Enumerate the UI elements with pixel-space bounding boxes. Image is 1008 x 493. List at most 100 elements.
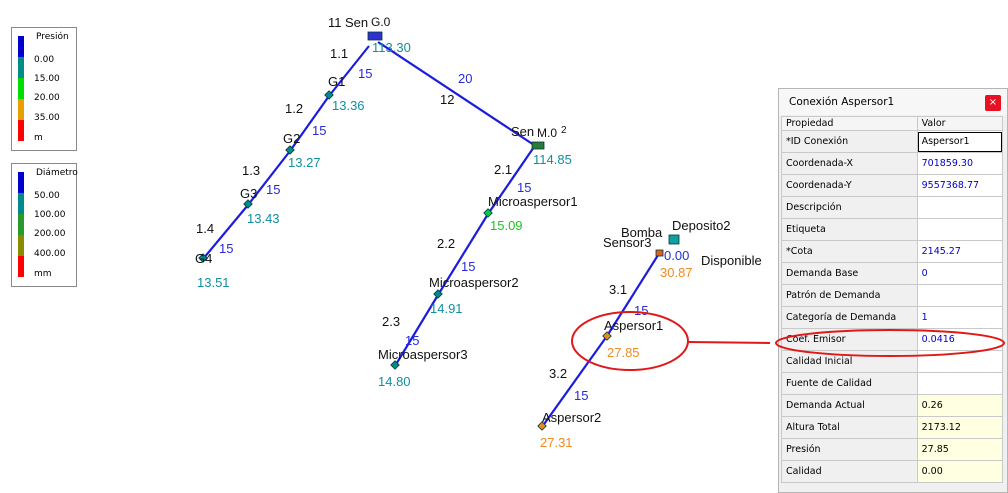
node-g3[interactable] xyxy=(243,199,253,209)
node-g3-label: G3 xyxy=(240,186,257,201)
property-name: Calidad xyxy=(781,460,918,483)
legend-item: 15.00 xyxy=(34,74,60,84)
pressure-g1: 13.36 xyxy=(332,98,365,113)
pipe-1-2[interactable] xyxy=(289,95,330,152)
pressure-deposito2: 0.00 xyxy=(664,248,689,263)
sensor-m0-name-sub: M.0 xyxy=(537,126,557,140)
property-name: *ID Conexión xyxy=(781,130,918,153)
pipe-12[interactable] xyxy=(377,41,535,146)
node-g1[interactable] xyxy=(324,90,334,100)
close-icon[interactable]: × xyxy=(985,95,1001,111)
pipe-2-1-label: 2.1 xyxy=(494,162,512,177)
panel-titlebar[interactable]: Conexión Aspersor1 × xyxy=(779,89,1007,115)
pressure-g3: 13.43 xyxy=(247,211,280,226)
pipe-2-1-diameter: 15 xyxy=(517,180,531,195)
node-g2[interactable] xyxy=(285,145,295,155)
property-name: Presión xyxy=(781,438,918,461)
legend-item: 100.00 xyxy=(34,210,66,220)
pipe-2-3-diameter: 15 xyxy=(405,333,419,348)
property-value-readonly: 0.00 xyxy=(916,460,1004,483)
pressure-microaspersor3: 14.80 xyxy=(378,374,411,389)
legend-swatch xyxy=(18,235,24,256)
property-name: Calidad Inicial xyxy=(781,350,918,373)
header-value: Valor xyxy=(916,116,1004,131)
property-value-field[interactable] xyxy=(916,372,1004,395)
legend-unit: mm xyxy=(34,269,52,279)
pipe-1-3-label: 1.3 xyxy=(242,163,260,178)
property-name: Fuente de Calidad xyxy=(781,372,918,395)
property-value-field[interactable]: 701859.30 xyxy=(916,152,1004,175)
diameter-legend: Diámetro 50.00 100.00 200.00 400.00 mm xyxy=(11,163,78,287)
property-grid[interactable]: Propiedad Valor *ID Conexión Aspersor1 Co… xyxy=(781,116,1004,483)
pressure-aspersor1: 27.85 xyxy=(607,345,640,360)
property-value-field[interactable]: 2145.27 xyxy=(916,240,1004,263)
sensor-m0-icon[interactable] xyxy=(531,141,545,150)
sensor-g0-icon[interactable] xyxy=(367,31,383,41)
node-microaspersor3[interactable] xyxy=(390,360,400,370)
pipe-1-3-diameter: 15 xyxy=(266,182,280,197)
legend-swatch xyxy=(18,78,24,99)
legend-swatch xyxy=(18,193,24,214)
property-value-field[interactable] xyxy=(916,218,1004,241)
node-microaspersor3-label: Microaspersor3 xyxy=(378,347,468,362)
header-property: Propiedad xyxy=(781,116,918,131)
property-value-field[interactable] xyxy=(916,350,1004,373)
tank-deposito2-icon[interactable] xyxy=(668,234,680,245)
property-name: Patrón de Demanda xyxy=(781,284,918,307)
sensor3-icon[interactable] xyxy=(655,249,664,257)
pressure-legend: Presión 0.00 15.00 20.00 35.00 m xyxy=(11,27,77,151)
panel-title: Conexión Aspersor1 xyxy=(789,96,895,108)
property-name: Coordenada-X xyxy=(781,152,918,175)
node-microaspersor1[interactable] xyxy=(483,208,493,218)
highlight-ellipse-node xyxy=(571,311,689,371)
pipe-1-2-diameter: 15 xyxy=(312,123,326,138)
node-g4[interactable] xyxy=(198,253,208,263)
property-value-field[interactable]: 9557368.77 xyxy=(916,174,1004,197)
pipe-3-2-diameter: 15 xyxy=(574,388,588,403)
pipe-1-4[interactable] xyxy=(202,204,249,260)
node-aspersor1-label: Aspersor1 xyxy=(604,318,663,333)
property-name: Coef. Emisor xyxy=(781,328,918,351)
property-value-field[interactable] xyxy=(916,284,1004,307)
pipe-2-1[interactable] xyxy=(487,146,535,215)
pipe-1-3[interactable] xyxy=(247,150,291,206)
pressure-g2: 13.27 xyxy=(288,155,321,170)
property-panel[interactable]: Conexión Aspersor1 × Propiedad Valor *ID… xyxy=(778,88,1008,493)
legend-swatch xyxy=(18,256,24,277)
property-value-field[interactable]: 0 xyxy=(916,262,1004,285)
pipe-3-1[interactable] xyxy=(606,251,661,337)
node-aspersor1[interactable] xyxy=(602,331,612,341)
pipe-3-1-label: 3.1 xyxy=(609,282,627,297)
property-value-field[interactable] xyxy=(916,196,1004,219)
disponible-label: Disponible xyxy=(701,253,762,268)
property-value-field[interactable]: 0.0416 xyxy=(916,328,1004,351)
property-name: Categoría de Demanda xyxy=(781,306,918,329)
node-microaspersor2[interactable] xyxy=(433,289,443,299)
pipe-1-1[interactable] xyxy=(328,45,370,97)
node-aspersor2[interactable] xyxy=(537,421,547,431)
pipe-2-2[interactable] xyxy=(437,213,489,296)
pipe-3-1-diameter: 15 xyxy=(634,303,648,318)
legend-swatch xyxy=(18,99,24,120)
legend-item: 35.00 xyxy=(34,113,60,123)
legend-unit: m xyxy=(34,133,43,143)
property-name: *Cota xyxy=(781,240,918,263)
diameter-legend-title: Diámetro xyxy=(36,168,78,178)
pipe-2-3[interactable] xyxy=(394,294,439,367)
pipe-1-4-diameter: 15 xyxy=(219,241,233,256)
node-aspersor2-label: Aspersor2 xyxy=(542,410,601,425)
property-value-field[interactable]: 1 xyxy=(916,306,1004,329)
pressure-sensor3: 30.87 xyxy=(660,265,693,280)
sensor-m0-sup: 2 xyxy=(561,125,567,136)
property-name: Demanda Base xyxy=(781,262,918,285)
legend-item: 200.00 xyxy=(34,229,66,239)
pipe-3-2-label: 3.2 xyxy=(549,366,567,381)
legend-swatch xyxy=(18,214,24,235)
property-value-field[interactable]: Aspersor1 xyxy=(916,130,1004,153)
property-name: Etiqueta xyxy=(781,218,918,241)
pressure-microaspersor1: 15.09 xyxy=(490,218,523,233)
pipe-3-2[interactable] xyxy=(541,335,608,428)
pressure-aspersor2: 27.31 xyxy=(540,435,573,450)
legend-item: 0.00 xyxy=(34,55,55,65)
